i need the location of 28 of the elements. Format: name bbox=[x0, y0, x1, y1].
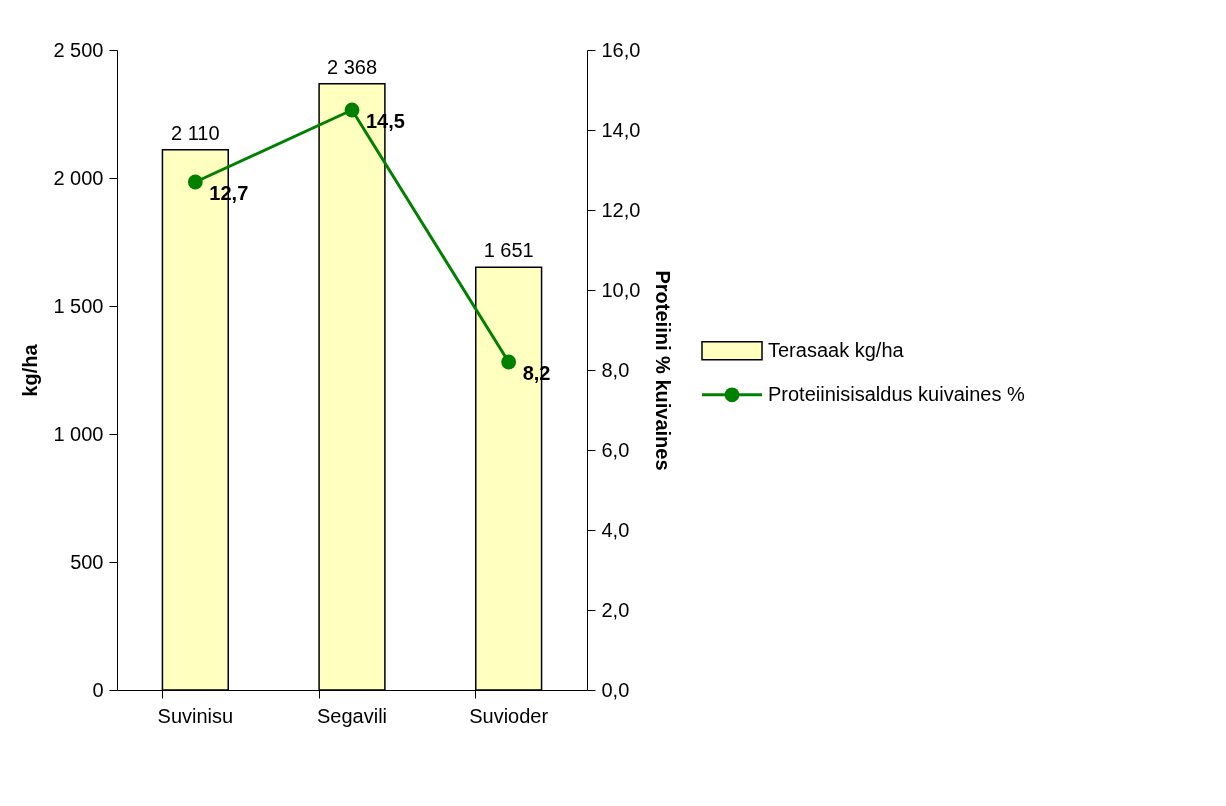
y2-axis-title: Proteiini % kuivaines bbox=[652, 270, 675, 471]
data-label: 2 368 bbox=[326, 55, 378, 78]
y-tick-label: 1 000 bbox=[53, 422, 104, 445]
x-tick-label: Suvinisu bbox=[157, 704, 234, 727]
y2-tick-label: 12,0 bbox=[601, 198, 641, 221]
legend-label: Proteiinisisaldus kuivaines % bbox=[768, 382, 1025, 405]
x-tick-label: Segavili bbox=[316, 704, 388, 727]
point bbox=[344, 102, 360, 118]
legend-label: Terasaak kg/ha bbox=[768, 338, 905, 361]
y2-tick-label: 0,0 bbox=[601, 678, 630, 701]
x-tick-label: Suvioder bbox=[469, 704, 549, 727]
y-axis-title: kg/ha bbox=[19, 343, 42, 397]
y-tick-label: 2 500 bbox=[53, 38, 104, 61]
point bbox=[501, 354, 517, 370]
y2-tick-label: 16,0 bbox=[601, 38, 641, 61]
y2-tick-label: 10,0 bbox=[601, 278, 641, 301]
data-label: 1 651 bbox=[483, 239, 534, 262]
y2-tick-label: 2,0 bbox=[601, 598, 630, 621]
data-label: 2 110 bbox=[171, 121, 220, 144]
y2-tick-label: 8,0 bbox=[601, 358, 630, 381]
y-tick-label: 500 bbox=[70, 550, 104, 573]
y2-tick-label: 14,0 bbox=[601, 118, 641, 141]
y-tick-label: 0 bbox=[92, 678, 104, 701]
y-tick-label: 2 000 bbox=[53, 166, 104, 189]
y2-tick-label: 4,0 bbox=[601, 518, 630, 541]
y-tick-label: 1 500 bbox=[53, 294, 104, 317]
y2-tick-label: 6,0 bbox=[601, 438, 630, 461]
point bbox=[187, 174, 203, 190]
